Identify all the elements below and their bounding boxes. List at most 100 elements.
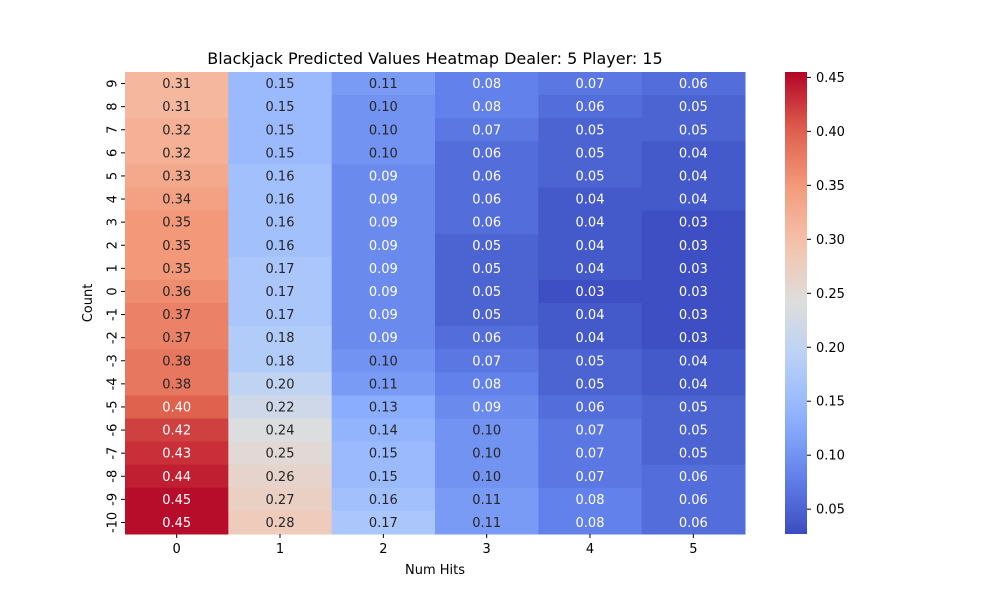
heatmap-cell (641, 349, 746, 373)
x-tick-label: 1 (276, 542, 284, 557)
cell-value-label: 0.09 (369, 308, 398, 323)
y-tick-label: -4 (106, 377, 121, 390)
cell-value-label: 0.26 (266, 470, 295, 485)
heatmap-cell (538, 303, 643, 327)
heatmap-cell (538, 487, 643, 512)
y-tick-label: 9 (106, 79, 121, 87)
heatmap-cell (641, 326, 746, 350)
heatmap-cell (228, 303, 333, 327)
cell-value-label: 0.05 (576, 123, 605, 138)
colorbar-tick-label: 0.40 (816, 125, 845, 140)
cell-value-label: 0.22 (266, 400, 295, 415)
heatmap-cell (538, 233, 643, 258)
cell-value-label: 0.04 (576, 331, 605, 346)
cell-value-label: 0.16 (266, 216, 295, 231)
cell-value-label: 0.04 (679, 193, 708, 208)
cell-value-label: 0.07 (576, 77, 605, 92)
heatmap-cell (641, 372, 746, 396)
colorbar-tick-label: 0.35 (816, 179, 845, 194)
cell-value-label: 0.17 (266, 262, 295, 277)
heatmap-cell (125, 326, 229, 350)
cell-value-label: 0.08 (472, 100, 501, 115)
heatmap-cell (641, 510, 746, 535)
cell-value-label: 0.09 (472, 400, 501, 415)
cell-value-label: 0.34 (162, 193, 191, 208)
heatmap-cell (331, 279, 436, 304)
cell-value-label: 0.05 (679, 424, 708, 439)
heatmap-cell (125, 372, 229, 396)
heatmap-cells: 0.31 0.15 0.11 0.08 0.07 0.06 0.31 0.15 0.10 0.08… (125, 72, 746, 535)
heatmap-cell (538, 118, 643, 142)
heatmap-cell (435, 464, 539, 489)
heatmap-cell (125, 303, 229, 327)
cell-value-label: 0.14 (369, 424, 398, 439)
heatmap-cell (538, 141, 643, 165)
heatmap-cell (331, 303, 436, 327)
heatmap-cell (435, 418, 539, 443)
heatmap-cell (331, 210, 436, 235)
heatmap-cell (538, 441, 643, 466)
cell-value-label: 0.06 (679, 516, 708, 531)
heatmap-cell (331, 464, 436, 489)
cell-value-label: 0.05 (472, 285, 501, 300)
cell-value-label: 0.11 (369, 77, 398, 92)
heatmap-cell (641, 118, 746, 142)
heatmap-cell (641, 256, 746, 281)
cell-value-label: 0.17 (369, 516, 398, 531)
cell-value-label: 0.35 (162, 216, 191, 231)
cell-value-label: 0.15 (266, 123, 295, 138)
cell-value-label: 0.06 (679, 470, 708, 485)
cell-value-label: 0.37 (162, 331, 191, 346)
heatmap-cell (125, 510, 229, 535)
cell-value-label: 0.07 (576, 424, 605, 439)
heatmap-cell (125, 233, 229, 258)
colorbar-axis: 0.05 0.10 0.15 0.20 0.25 0.30 0.35 0.40 0.45 (807, 71, 845, 518)
heatmap-cell (125, 441, 229, 466)
cell-value-label: 0.05 (472, 308, 501, 323)
cell-value-label: 0.36 (162, 285, 191, 300)
heatmap-cell (331, 141, 436, 165)
heatmap-cell (435, 487, 539, 512)
cell-value-label: 0.04 (576, 193, 605, 208)
heatmap-cell (331, 487, 436, 512)
heatmap-cell (435, 510, 539, 535)
heatmap-cell (228, 418, 333, 443)
heatmap-cell (435, 256, 539, 281)
heatmap-cell (331, 326, 436, 350)
heatmap-cell (331, 187, 436, 212)
heatmap-cell (228, 95, 333, 119)
colorbar-tick-label: 0.20 (816, 341, 845, 356)
cell-value-label: 0.20 (266, 377, 295, 392)
heatmap-cell (228, 72, 333, 96)
cell-value-label: 0.10 (472, 470, 501, 485)
cell-value-label: 0.27 (266, 493, 295, 508)
cell-value-label: 0.09 (369, 331, 398, 346)
colorbar-tick-label: 0.30 (816, 233, 845, 248)
heatmap-cell (331, 441, 436, 466)
cell-value-label: 0.05 (576, 354, 605, 369)
heatmap-cell (331, 418, 436, 443)
cell-value-label: 0.10 (369, 146, 398, 161)
y-tick-label: -6 (106, 424, 121, 437)
y-tick-label: 7 (106, 126, 121, 134)
heatmap-cell (331, 72, 436, 96)
cell-value-label: 0.18 (266, 354, 295, 369)
heatmap-cell (538, 72, 643, 96)
heatmap-cell (435, 95, 539, 119)
heatmap-cell (641, 441, 746, 466)
cell-value-label: 0.11 (472, 493, 501, 508)
cell-value-label: 0.07 (472, 123, 501, 138)
heatmap-cell (331, 256, 436, 281)
cell-value-label: 0.37 (162, 308, 191, 323)
cell-value-label: 0.33 (162, 169, 191, 184)
heatmap-cell (435, 233, 539, 258)
heatmap-cell (331, 118, 436, 142)
heatmap-cell (538, 464, 643, 489)
heatmap-cell (331, 164, 436, 188)
cell-value-label: 0.16 (266, 193, 295, 208)
heatmap-cell (125, 418, 229, 443)
cell-value-label: 0.10 (472, 424, 501, 439)
heatmap-cell (641, 279, 746, 304)
cell-value-label: 0.07 (576, 470, 605, 485)
